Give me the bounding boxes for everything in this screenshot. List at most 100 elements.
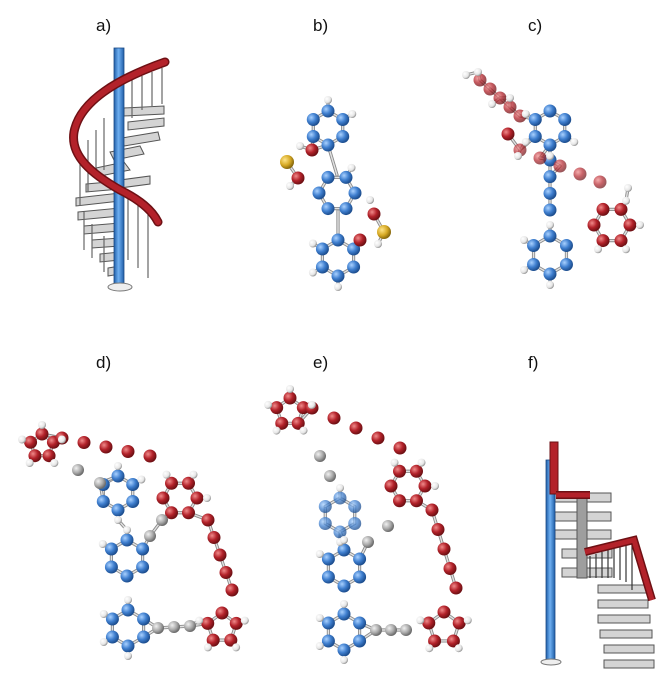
carbon-atom-red (449, 581, 463, 595)
carbon-atom-blue (312, 186, 326, 200)
carbon-atom-blue (337, 579, 351, 593)
hydrogen-atom (124, 652, 132, 660)
carbon-atom-blue (137, 612, 151, 626)
hydrogen-atom (334, 283, 342, 291)
panel-b-molecule (280, 96, 391, 291)
carbon-atom-blue (120, 569, 134, 583)
panel-label-a: a) (96, 16, 112, 35)
carbon-atom-blue (96, 495, 110, 508)
hydrogen-atom (315, 550, 324, 558)
carbon-atom-red (182, 506, 195, 520)
carbon-atom-blue (336, 130, 350, 143)
hydrogen-atom (546, 152, 554, 160)
carbon-atom-red (410, 464, 423, 478)
carbon-atom-red (143, 449, 157, 463)
hydrogen-atom (514, 152, 522, 160)
carbon-atom-blue (105, 630, 119, 644)
carbon-atom-blue (120, 533, 134, 547)
carbon-atom-red (483, 82, 497, 96)
hydrogen-atom (340, 536, 348, 544)
hydrogen-atom (195, 616, 204, 625)
carbon-atom-blue (315, 260, 329, 274)
carbon-atom-red (215, 606, 229, 620)
carbon-atom-grey (382, 520, 394, 532)
carbon-atom-blue (333, 525, 347, 539)
carbon-atom-grey (324, 470, 336, 482)
hydrogen-atom (272, 426, 281, 435)
hydrogen-atom (340, 656, 348, 664)
carbon-atom-blue (111, 469, 125, 483)
carbon-atom-red (614, 202, 628, 216)
carbon-atom-blue (337, 543, 351, 557)
carbon-atom-red (533, 151, 547, 165)
carbon-atom-blue (528, 113, 542, 126)
hydrogen-atom (99, 638, 108, 646)
carbon-atom-blue (331, 233, 345, 247)
carbon-atom-blue (111, 503, 125, 517)
hydrogen-atom (308, 268, 317, 277)
carbon-atom-red (437, 605, 451, 619)
hydrogen-atom (114, 516, 122, 524)
carbon-atom-blue (336, 113, 350, 126)
carbon-atom-blue (331, 269, 345, 283)
carbon-atom-red (207, 531, 221, 544)
hydrogen-atom (463, 616, 472, 625)
carbon-atom-red (493, 91, 507, 105)
hydrogen-atom (374, 240, 382, 248)
carbon-atom-blue (321, 138, 335, 152)
carbon-atom-red (593, 175, 607, 189)
carbon-atom-blue (543, 170, 557, 184)
carbon-atom-red (24, 435, 38, 449)
carbon-atom-red (437, 542, 451, 556)
hydrogen-atom (570, 138, 579, 146)
carbon-atom-red (384, 479, 398, 493)
carbon-atom-red (77, 436, 91, 449)
hydrogen-atom (366, 196, 374, 204)
hydrogen-atom (264, 400, 273, 409)
hydrogen-atom (114, 462, 122, 470)
carbon-atom-red (614, 234, 628, 248)
carbon-atom-blue (137, 630, 151, 644)
carbon-atom-blue (353, 616, 367, 630)
carbon-atom-red (503, 100, 517, 114)
carbon-atom-grey (156, 514, 168, 526)
hydrogen-atom (622, 196, 630, 205)
carbon-atom-blue (121, 603, 135, 617)
carbon-atom-blue (126, 495, 140, 508)
carbon-atom-red (283, 391, 297, 405)
carbon-atom-red (393, 464, 406, 478)
carbon-atom-blue (353, 570, 367, 584)
hydrogen-atom (348, 110, 357, 118)
carbon-atom-red (225, 583, 239, 597)
carbon-atom-red (219, 566, 233, 579)
carbon-atom-red (201, 513, 215, 527)
hydrogen-atom (636, 221, 644, 229)
panel-a-staircase (69, 47, 170, 292)
hydrogen-atom (425, 644, 434, 653)
hydrogen-atom (340, 600, 348, 608)
carbon-atom-blue (104, 542, 118, 556)
carbon-atom-red (371, 431, 385, 445)
carbon-atom-red (121, 445, 135, 458)
carbon-atom-blue (321, 570, 335, 584)
hydrogen-atom (594, 245, 602, 254)
hydrogen-atom (38, 421, 46, 429)
carbon-atom-red (623, 218, 637, 232)
carbon-atom-grey (385, 624, 397, 636)
carbon-atom-blue (527, 239, 541, 252)
carbon-atom-blue (543, 186, 557, 200)
carbon-atom-grey (152, 622, 164, 634)
carbon-atom-blue (136, 560, 150, 574)
carbon-atom-grey (314, 450, 326, 462)
hydrogen-atom (416, 616, 425, 625)
carbon-atom-blue (559, 239, 573, 252)
carbon-atom-blue (527, 258, 541, 271)
carbon-atom-blue (321, 170, 335, 184)
hydrogen-atom (521, 138, 530, 146)
hydrogen-atom (18, 435, 27, 444)
panel-f-staircase (540, 441, 656, 669)
carbon-atom-blue (347, 242, 361, 256)
carbon-atom-red (418, 479, 432, 493)
hydrogen-atom (315, 642, 324, 650)
hydrogen-atom (624, 184, 632, 192)
